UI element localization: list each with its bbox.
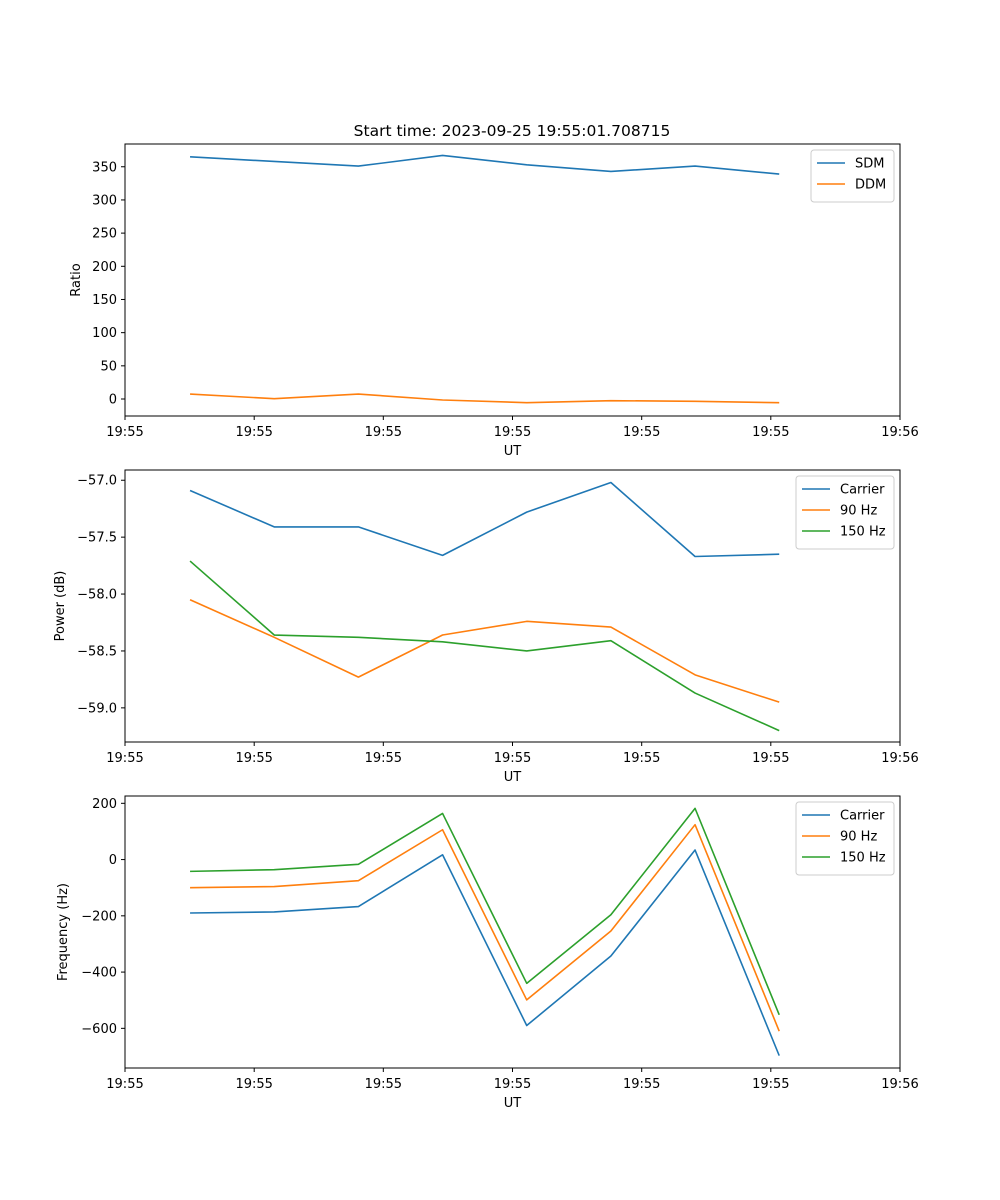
y-tick-label: −58.5 [77, 644, 117, 659]
x-tick-label: 19:55 [494, 751, 531, 766]
plot-frame [124, 143, 901, 417]
y-tick-label: 250 [92, 227, 117, 242]
frequency-panel: 19:55 19:55 19:55 19:55 19:55 19:55 19:56 200 0 −… [56, 795, 919, 1111]
y-tick-label: −400 [81, 966, 117, 981]
x-axis-label: UT [504, 444, 522, 459]
x-tick-label: 19:55 [106, 751, 143, 766]
x-tick-label: 19:55 [365, 751, 402, 766]
legend-label: Carrier [840, 483, 885, 498]
x-tick-label: 19:55 [752, 425, 789, 440]
x-tick-label: 19:55 [235, 751, 272, 766]
y-axis-label: Power (dB) [53, 571, 68, 642]
y-tick-label: −200 [81, 909, 117, 924]
x-axis-label: UT [504, 770, 522, 785]
y-tick-label: 300 [92, 193, 117, 208]
y-tick-label: 100 [92, 326, 117, 341]
x-axis-label: UT [504, 1096, 522, 1111]
plot-frame [124, 795, 901, 1069]
legend-label: Carrier [840, 809, 885, 824]
y-tick-label: 150 [92, 293, 117, 308]
x-tick-label: 19:55 [235, 1077, 272, 1092]
y-tick-label: 50 [100, 359, 117, 374]
ratio-panel: 19:55 19:55 19:55 19:55 19:55 19:55 19:56 0 50 10… [69, 143, 919, 459]
x-tick-label: 19:55 [752, 1077, 789, 1092]
series-line-150-hz [190, 807, 780, 1016]
y-axis-label: Ratio [69, 263, 84, 296]
x-tick-label: 19:55 [365, 1077, 402, 1092]
legend-label: SDM [855, 157, 884, 172]
legend: Carrier 90 Hz 150 Hz [795, 475, 895, 550]
legend-label: 150 Hz [840, 851, 886, 866]
x-tick-label: 19:56 [881, 751, 918, 766]
y-tick-label: −57.5 [77, 531, 117, 546]
x-tick-label: 19:55 [106, 1077, 143, 1092]
legend: Carrier 90 Hz 150 Hz [795, 801, 895, 876]
series-line-carrier [190, 849, 780, 1056]
series-line-carrier [189, 481, 780, 558]
x-tick-label: 19:55 [494, 425, 531, 440]
y-axis-label: Frequency (Hz) [56, 883, 71, 981]
y-tick-label: 0 [109, 393, 117, 408]
x-tick-label: 19:56 [881, 1077, 918, 1092]
y-tick-label: −58.0 [77, 588, 117, 603]
x-tick-label: 19:55 [752, 751, 789, 766]
y-tick-label: 0 [109, 853, 117, 868]
x-tick-label: 19:55 [623, 425, 660, 440]
y-tick-label: −600 [81, 1022, 117, 1037]
series-line-90-hz [190, 823, 780, 1032]
y-tick-label: −57.0 [77, 474, 117, 489]
x-tick-label: 19:55 [365, 425, 402, 440]
legend-label: DDM [855, 178, 886, 193]
series-line-ddm [190, 393, 780, 404]
legend-label: 150 Hz [840, 525, 886, 540]
x-tick-label: 19:55 [494, 1077, 531, 1092]
y-tick-label: 350 [92, 160, 117, 175]
y-tick-label: −59.0 [77, 701, 117, 716]
series-line-150-hz [189, 560, 780, 732]
x-tick-label: 19:55 [623, 751, 660, 766]
y-tick-label: 200 [92, 797, 117, 812]
power-panel: 19:55 19:55 19:55 19:55 19:55 19:55 19:56 −57.0… [53, 469, 919, 785]
x-tick-label: 19:55 [623, 1077, 660, 1092]
legend: SDM DDM [810, 149, 895, 203]
series-line-sdm [190, 154, 780, 175]
series-line-90-hz [189, 599, 780, 703]
legend-label: 90 Hz [840, 504, 877, 519]
figure-title: Start time: 2023-09-25 19:55:01.708715 [354, 122, 671, 140]
legend-label: 90 Hz [840, 830, 877, 845]
x-tick-label: 19:56 [881, 425, 918, 440]
x-tick-label: 19:55 [235, 425, 272, 440]
y-tick-label: 200 [92, 260, 117, 275]
x-tick-label: 19:55 [106, 425, 143, 440]
